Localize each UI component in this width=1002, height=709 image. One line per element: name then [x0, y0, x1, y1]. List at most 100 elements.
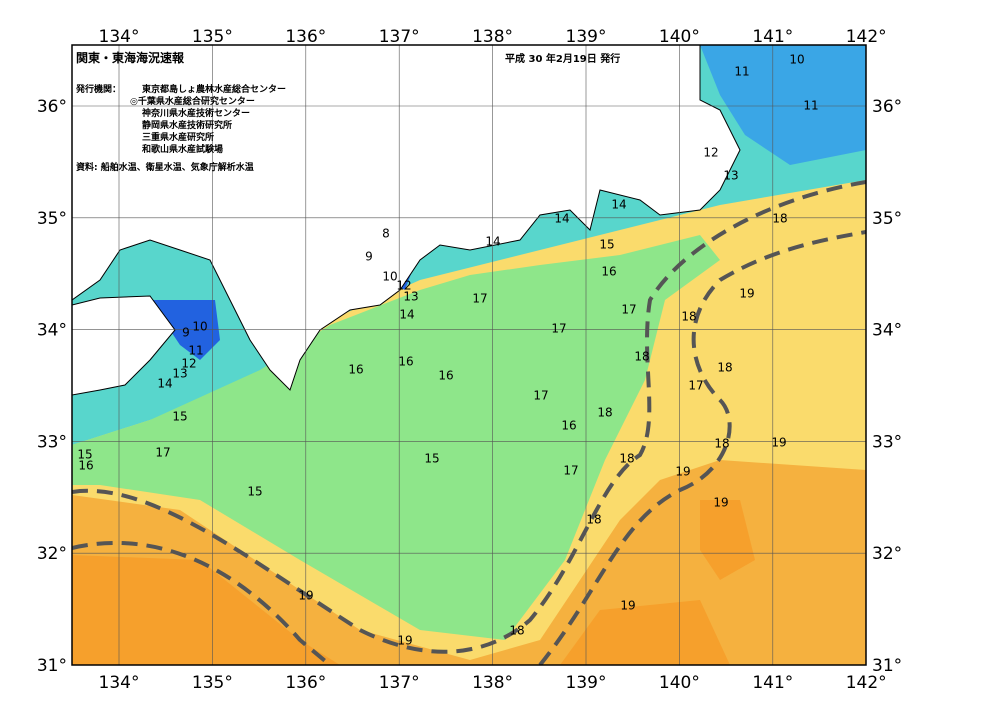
date: 平成 30 年2月19日 発行: [505, 52, 620, 65]
lon-label: 139°: [566, 27, 607, 47]
contour-label: 19: [298, 589, 313, 603]
lat-label: 34°: [37, 321, 67, 341]
contour-label: 18: [681, 310, 696, 324]
contour-label: 18: [597, 406, 612, 420]
lon-label: 137°: [379, 673, 420, 693]
contour-label: 16: [398, 355, 413, 369]
lat-label: 33°: [37, 432, 67, 452]
contour-label: 15: [247, 485, 262, 499]
issuer: 神奈川県水産技術センター: [142, 107, 250, 119]
lon-label: 135°: [192, 673, 233, 693]
contour-label: 15: [424, 452, 439, 466]
lat-label: 32°: [872, 544, 902, 564]
lat-label: 34°: [872, 321, 902, 341]
contour-label: 18: [634, 350, 649, 364]
contour-label: 19: [739, 287, 754, 301]
title: 関東・東海海況速報: [76, 50, 185, 65]
contour-label: 13: [723, 169, 738, 183]
contour-label: 19: [397, 634, 412, 648]
contour-label: 17: [472, 292, 487, 306]
contour-label: 19: [675, 465, 690, 479]
contour-label: 9: [365, 250, 373, 264]
map-area: [72, 45, 866, 665]
lat-label: 35°: [872, 209, 902, 229]
source: 資料: 船舶水温、衛星水温、気象庁解析水温: [76, 161, 254, 173]
lon-label: 137°: [379, 27, 420, 47]
water-warmest: [700, 500, 755, 580]
contour-label: 16: [348, 363, 363, 377]
contour-label: 14: [611, 198, 626, 212]
contour-label: 17: [563, 464, 578, 478]
lat-label: 31°: [872, 656, 902, 676]
contour-label: 17: [688, 379, 703, 393]
contour-label: 19: [620, 599, 635, 613]
contour-label: 18: [772, 212, 787, 226]
contour-label: 14: [157, 377, 172, 391]
water-warmest: [560, 600, 730, 665]
lon-label: 136°: [285, 27, 326, 47]
contour-label: 12: [703, 146, 718, 160]
current-axis: [72, 230, 866, 665]
lon-label: 136°: [285, 673, 326, 693]
contour-label: 9: [182, 326, 190, 340]
lon-label: 142°: [846, 673, 887, 693]
contour-label: 10: [192, 320, 207, 334]
issuers: 東京都島しょ農林水産総合センター◎千葉県水産総合研究センター神奈川県水産技術セン…: [130, 83, 286, 155]
contour-label: 10: [382, 270, 397, 284]
issuer: 静岡県水産技術研究所: [142, 119, 232, 131]
issuers-label: 発行機関：: [75, 83, 121, 95]
lon-label: 138°: [472, 27, 513, 47]
lon-label: 142°: [846, 27, 887, 47]
contour-label: 19: [771, 436, 786, 450]
graticule: [72, 45, 866, 665]
contour-label: 15: [599, 238, 614, 252]
issuer: 和歌山県水産試験場: [141, 143, 223, 155]
contour-label: 13: [172, 367, 187, 381]
water-cold: [700, 45, 866, 165]
lon-label: 140°: [659, 27, 700, 47]
contour-label: 14: [399, 308, 414, 322]
contour-label: 18: [586, 513, 601, 527]
lon-label: 140°: [659, 673, 700, 693]
lon-label: 141°: [752, 673, 793, 693]
bay-cold: [150, 300, 220, 360]
lat-label: 33°: [872, 432, 902, 452]
contour-label: 12: [396, 279, 411, 293]
lon-label: 138°: [472, 673, 513, 693]
issuer: 東京都島しょ農林水産総合センター: [142, 83, 286, 95]
contour-label: 12: [181, 357, 196, 371]
contour-label: 16: [438, 369, 453, 383]
land: [72, 295, 176, 396]
lat-label: 36°: [872, 97, 902, 117]
contour-label: 16: [561, 419, 576, 433]
contour-label: 16: [78, 459, 93, 473]
water-warmest: [72, 555, 340, 665]
lon-label: 134°: [99, 27, 140, 47]
contour-label: 11: [188, 344, 203, 358]
lat-label: 35°: [37, 209, 67, 229]
lat-label: 31°: [37, 656, 67, 676]
contour-label: 19: [713, 496, 728, 510]
contour-label: 18: [509, 624, 524, 638]
contour-label: 15: [172, 410, 187, 424]
lon-label: 141°: [752, 27, 793, 47]
contour-label: 11: [803, 99, 818, 113]
contour-label: 14: [485, 235, 500, 249]
water-mild: [72, 235, 720, 640]
contour-label: 17: [621, 303, 636, 317]
contour-label: 15: [77, 448, 92, 462]
contour-label: 17: [551, 322, 566, 336]
lon-label: 134°: [99, 673, 140, 693]
issuer: ◎千葉県水産総合研究センター: [130, 95, 255, 107]
contour-label: 18: [619, 452, 634, 466]
contour-label: 18: [717, 361, 732, 375]
contour-label: 16: [601, 265, 616, 279]
contour-label: 8: [382, 227, 390, 241]
contour-label: 13: [403, 290, 418, 304]
contour-label: 14: [554, 212, 569, 226]
contour-label: 10: [789, 53, 804, 67]
lon-label: 135°: [192, 27, 233, 47]
lat-label: 36°: [37, 97, 67, 117]
contour-label: 18: [714, 437, 729, 451]
